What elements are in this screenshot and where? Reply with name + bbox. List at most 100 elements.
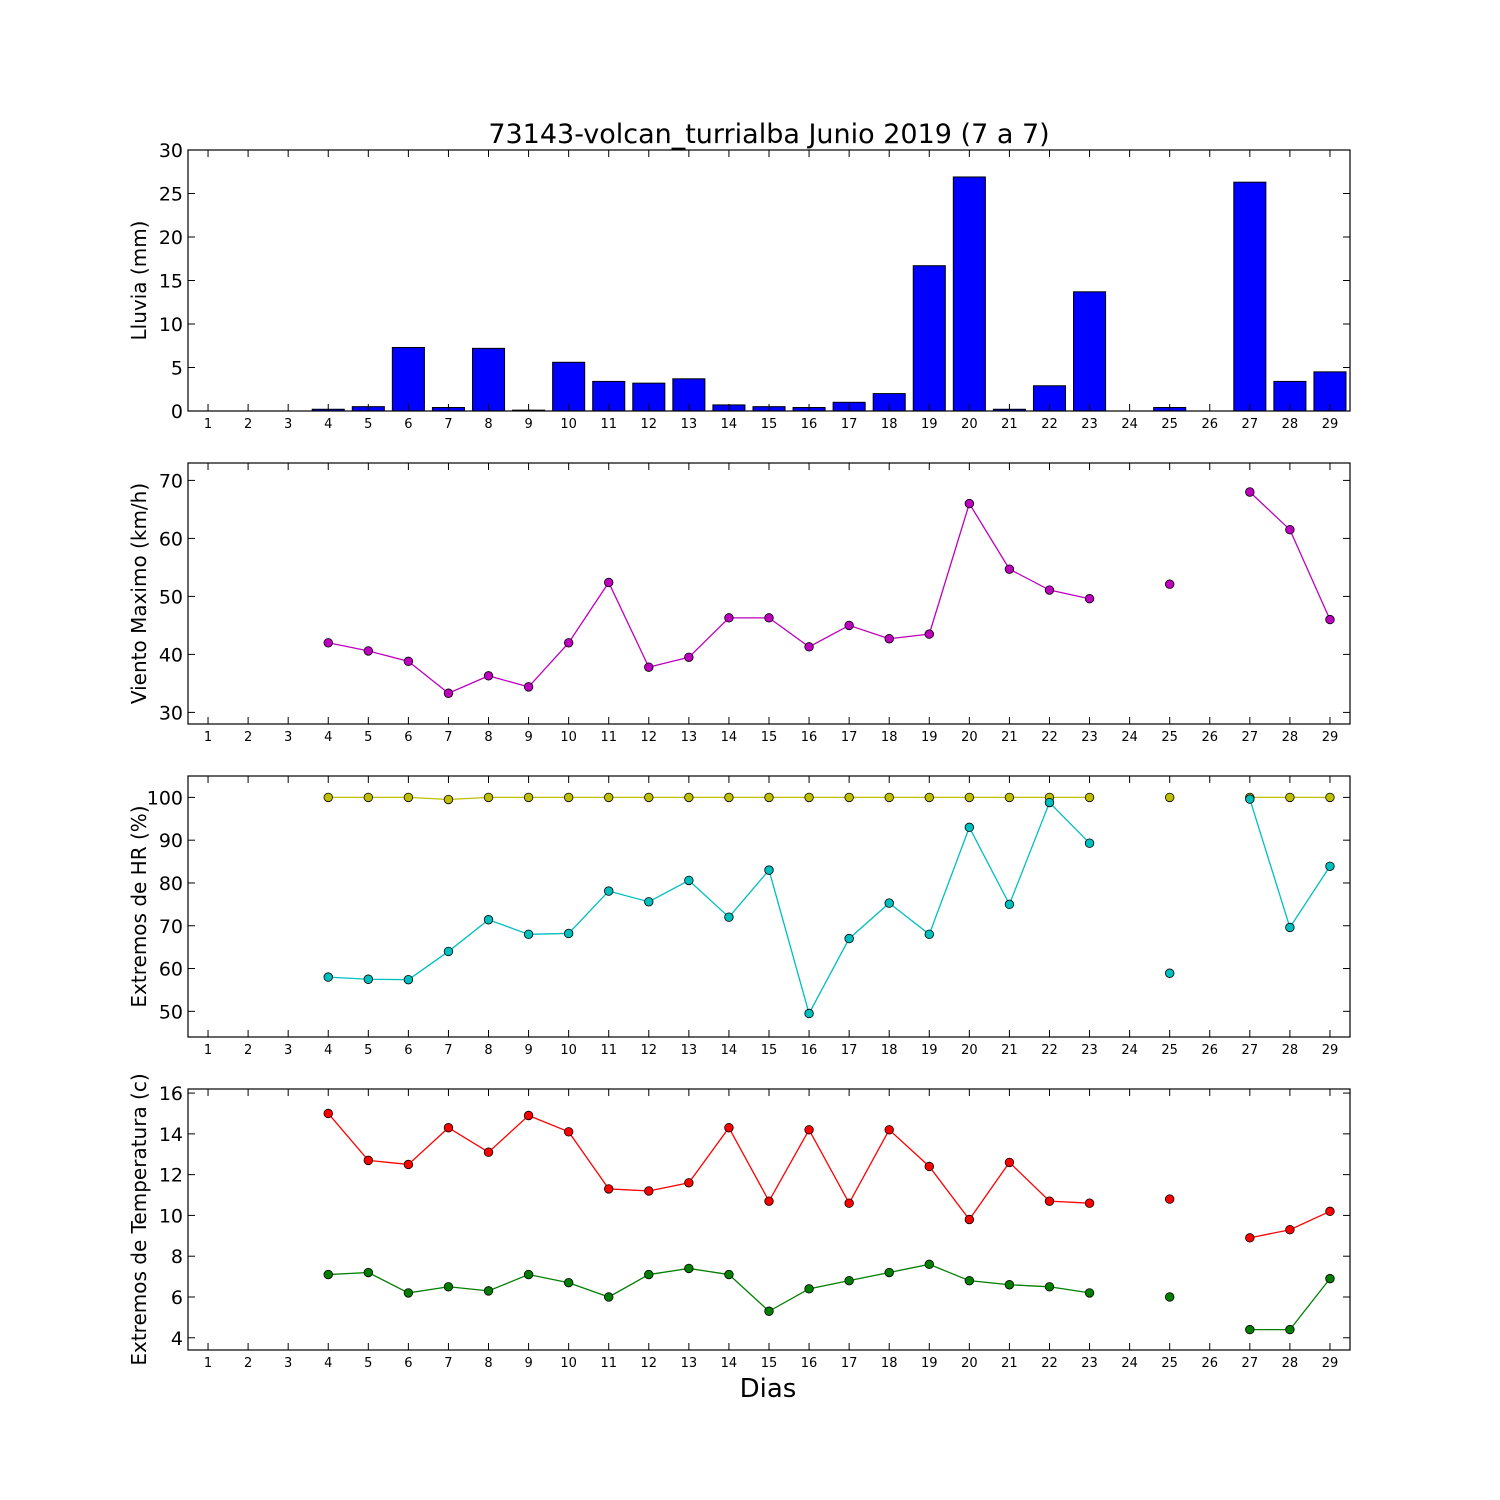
x-tick-label: 19 <box>921 417 938 432</box>
series-1-point-day-28 <box>1285 792 1295 803</box>
y-tick-label: 50 <box>159 1001 183 1023</box>
x-tick-label: 23 <box>1081 417 1098 432</box>
series-1-point-day-27 <box>1245 1233 1255 1243</box>
series-1-point-day-13 <box>684 792 694 803</box>
series-1-point-day-18 <box>884 792 894 803</box>
series-1-point-day-6 <box>403 656 414 667</box>
series-1-point-day-11 <box>604 577 614 588</box>
series-2-point-day-17 <box>844 1275 854 1286</box>
x-tick-label: 28 <box>1282 1043 1299 1058</box>
series-1-point-day-17 <box>844 792 854 803</box>
series-1-line <box>327 1113 1090 1221</box>
y-tick-label: 15 <box>159 271 183 293</box>
x-tick-label: 11 <box>600 1043 617 1058</box>
series-1-point-day-14 <box>724 613 734 623</box>
x-tick-label: 8 <box>484 730 492 745</box>
x-tick-label: 26 <box>1201 730 1218 745</box>
x-tick-label: 24 <box>1121 417 1138 432</box>
x-tick-label: 2 <box>244 730 252 745</box>
x-tick-label: 25 <box>1161 1043 1178 1058</box>
y-tick-label: 5 <box>171 358 183 380</box>
series-2-point-day-16 <box>804 1008 814 1019</box>
x-tick-label: 22 <box>1041 1043 1058 1058</box>
x-tick-label: 8 <box>484 1356 492 1371</box>
series-1-point-day-9 <box>523 1110 534 1121</box>
x-tick-label: 17 <box>841 417 858 432</box>
x-tick-label: 15 <box>761 1356 778 1371</box>
x-tick-label: 21 <box>1001 1043 1018 1058</box>
y-axis-label: Lluvia (mm) <box>127 221 151 341</box>
x-tick-label: 22 <box>1041 417 1058 432</box>
y-tick-label: 16 <box>159 1083 183 1105</box>
series-2-point-day-9 <box>523 929 534 940</box>
x-tick-label: 3 <box>284 730 292 745</box>
y-tick-label: 6 <box>171 1287 183 1309</box>
series-1-point-day-12 <box>644 662 654 672</box>
x-tick-label: 11 <box>600 730 617 745</box>
x-tick-label: 19 <box>921 1356 938 1371</box>
series-2-point-day-11 <box>604 1292 614 1302</box>
series-1-point-day-17 <box>844 620 854 631</box>
x-tick-label: 2 <box>244 417 252 432</box>
x-tick-label: 23 <box>1081 1043 1098 1058</box>
series-1-line <box>1249 491 1331 620</box>
x-tick-label: 7 <box>444 417 452 432</box>
x-tick-label: 18 <box>881 417 898 432</box>
x-tick-label: 28 <box>1282 1356 1299 1371</box>
bar-day-10 <box>552 361 586 412</box>
series-1-point-day-21 <box>1004 564 1015 574</box>
x-tick-label: 12 <box>641 417 658 432</box>
x-tick-label: 24 <box>1121 1043 1138 1058</box>
x-tick-label: 27 <box>1242 1356 1259 1371</box>
series-2-point-day-6 <box>403 1288 414 1298</box>
x-tick-label: 28 <box>1282 730 1299 745</box>
series-2-point-day-4 <box>323 1269 333 1280</box>
x-tick-label: 28 <box>1282 417 1299 432</box>
series-2-point-day-5 <box>363 974 374 984</box>
bar-day-23 <box>1073 291 1107 412</box>
series-2-point-day-29 <box>1325 1273 1335 1284</box>
x-tick-label: 12 <box>641 730 658 745</box>
y-tick-label: 50 <box>159 586 183 608</box>
series-1-point-day-7 <box>443 794 454 805</box>
series-2-line <box>1249 1278 1331 1331</box>
series-1-point-day-22 <box>1044 1196 1055 1206</box>
series-1-point-day-29 <box>1325 792 1335 803</box>
series-1-point-day-28 <box>1285 525 1295 535</box>
x-tick-label: 22 <box>1041 1356 1058 1371</box>
x-tick-label: 20 <box>961 1043 978 1058</box>
x-tick-label: 6 <box>404 1356 412 1371</box>
series-2-point-day-16 <box>804 1284 814 1294</box>
x-tick-label: 16 <box>801 1356 818 1371</box>
series-2-point-day-5 <box>363 1267 374 1278</box>
x-tick-label: 25 <box>1161 417 1178 432</box>
series-1-point-day-15 <box>764 1196 774 1206</box>
x-tick-label: 23 <box>1081 1356 1098 1371</box>
series-1-point-day-15 <box>764 792 774 803</box>
plot-frame <box>187 149 1351 412</box>
series-1-point-day-14 <box>724 792 734 803</box>
series-2-point-day-15 <box>764 865 774 875</box>
x-tick-label: 7 <box>444 1356 452 1371</box>
x-tick-label: 13 <box>681 417 698 432</box>
x-tick-label: 14 <box>721 730 738 745</box>
x-axis-label: Dias <box>740 1374 797 1404</box>
series-2-point-day-19 <box>924 1259 934 1270</box>
series-2-point-day-14 <box>724 1269 734 1280</box>
x-tick-label: 4 <box>324 730 332 745</box>
series-2-point-day-11 <box>604 886 614 896</box>
x-tick-label: 27 <box>1242 1043 1259 1058</box>
series-2-point-day-8 <box>483 915 494 925</box>
plot-frame <box>187 775 1351 1038</box>
series-2-point-day-29 <box>1325 861 1335 871</box>
series-2-point-day-20 <box>964 1275 975 1286</box>
series-1-point-day-11 <box>604 792 614 803</box>
y-tick-label: 25 <box>159 184 183 206</box>
series-2-point-day-20 <box>964 822 975 833</box>
x-tick-label: 21 <box>1001 730 1018 745</box>
y-tick-label: 30 <box>159 140 183 162</box>
series-1-point-day-10 <box>563 792 574 803</box>
series-2-point-day-7 <box>443 1282 454 1292</box>
